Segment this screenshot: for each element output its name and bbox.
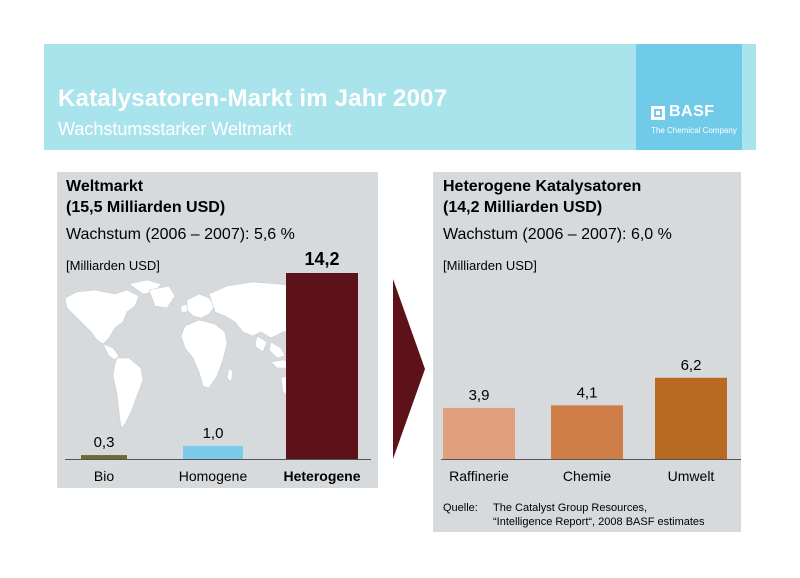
panel-title-line2: (14,2 Milliarden USD) — [443, 199, 603, 216]
growth-text: Wachstum (2006 – 2007): 5,6 % — [66, 226, 295, 243]
unit-label: [Milliarden USD] — [66, 258, 160, 273]
world-market-chart: 0,3 Bio 1,0 Homogene 14,2 Heterogene — [64, 249, 371, 484]
value-label-raffinerie: 3,9 — [469, 387, 490, 404]
category-label-bio: Bio — [94, 468, 114, 484]
logo-tagline: The Chemical Company — [651, 126, 737, 135]
heterogeneous-catalysts-panel: Heterogene Katalysatoren (14,2 Milliarde… — [433, 172, 741, 532]
header-banner: Katalysatoren-Markt im Jahr 2007 Wachstu… — [44, 44, 756, 150]
bar-raffinerie — [443, 407, 515, 459]
category-label-heterogene: Heterogene — [283, 468, 360, 484]
value-label-heterogene: 14,2 — [304, 249, 339, 269]
bar-chemie — [551, 405, 623, 459]
category-label-chemie: Chemie — [563, 468, 611, 484]
basf-logo: BASF The Chemical Company — [636, 44, 742, 150]
growth-text: Wachstum (2006 – 2007): 6,0 % — [443, 226, 672, 243]
category-label-raffinerie: Raffinerie — [449, 468, 509, 484]
value-label-umwelt: 6,2 — [681, 357, 702, 374]
world-market-panel: Weltmarkt (15,5 Milliarden USD) Wachstum… — [57, 172, 378, 488]
page-subtitle: Wachstumsstarker Weltmarkt — [58, 119, 293, 139]
value-label-bio: 0,3 — [94, 434, 115, 451]
bar-heterogene — [286, 273, 358, 459]
category-label-homogene: Homogene — [179, 468, 248, 484]
logo-text: BASF — [669, 103, 715, 120]
bar-bio — [81, 455, 127, 459]
source-line2: “Intelligence Report“, 2008 BASF estimat… — [493, 516, 705, 528]
category-label-umwelt: Umwelt — [668, 468, 715, 484]
panel-title-line2: (15,5 Milliarden USD) — [66, 199, 226, 216]
bar-umwelt — [655, 377, 727, 459]
basf-logo-icon — [651, 106, 665, 120]
unit-label: [Milliarden USD] — [443, 258, 537, 273]
panel-title-line1: Weltmarkt — [66, 178, 144, 195]
value-label-homogene: 1,0 — [203, 425, 224, 442]
page-title: Katalysatoren-Markt im Jahr 2007 — [58, 85, 448, 112]
value-label-chemie: 4,1 — [577, 384, 598, 401]
source-label: Quelle: — [443, 502, 478, 514]
flow-arrow-icon — [393, 279, 425, 459]
bar-homogene — [183, 445, 243, 459]
heterogeneous-chart: 3,9 Raffinerie 4,1 Chemie 6,2 Umwelt — [441, 357, 741, 484]
world-map-icon — [64, 279, 320, 429]
panel-title-line1: Heterogene Katalysatoren — [443, 178, 642, 195]
source-line1: The Catalyst Group Resources, — [493, 502, 648, 514]
